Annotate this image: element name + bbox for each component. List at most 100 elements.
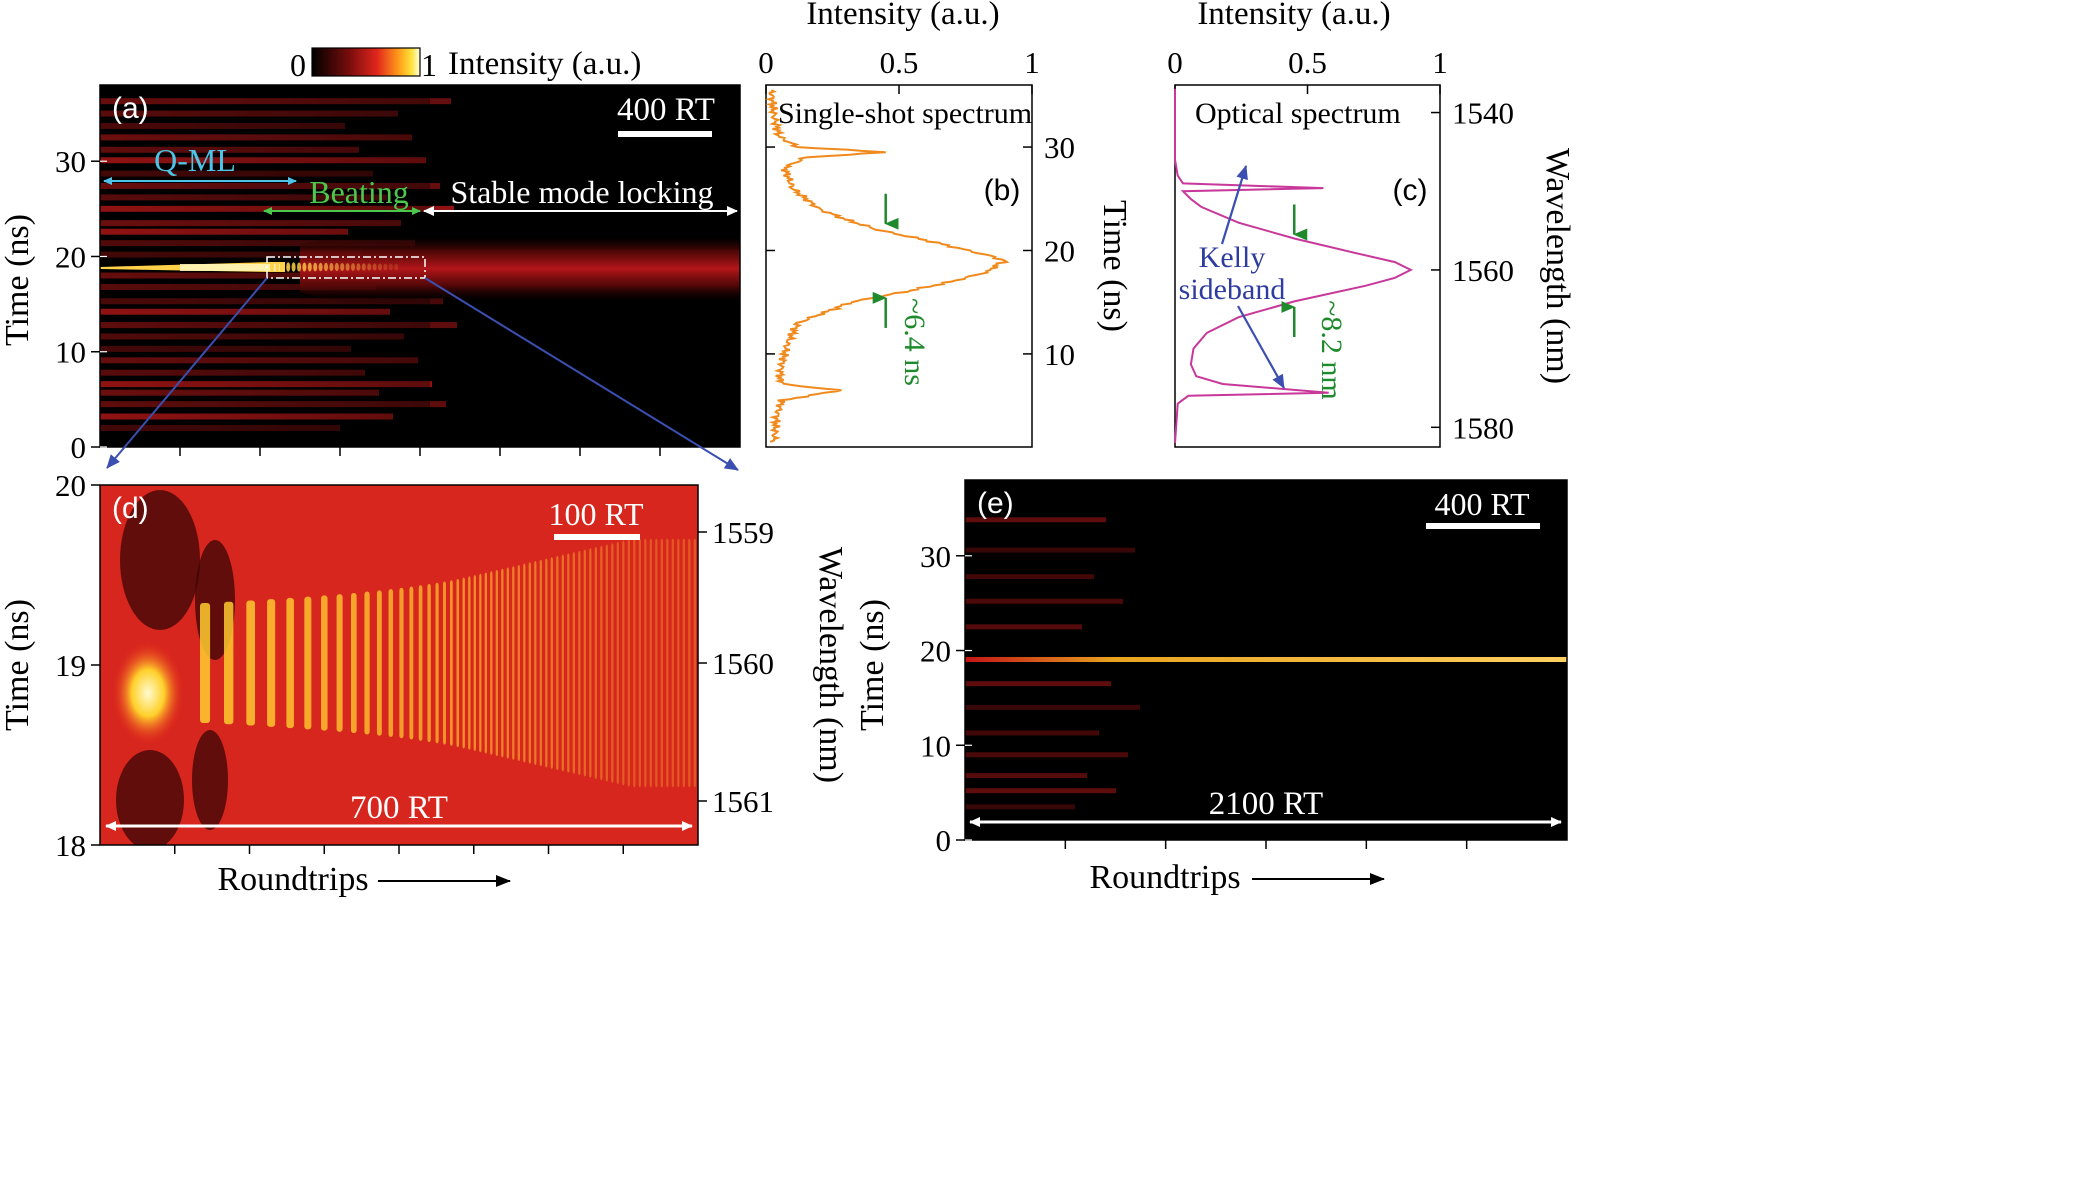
panel-c-xtick-label: 0 [1167, 45, 1183, 80]
panel-d-fringe [364, 591, 370, 735]
panel-d-fringe [638, 538, 641, 788]
panel-d-fringe [550, 557, 553, 769]
panel-b-plot-area [765, 84, 1033, 448]
panel-c-ytick-label: 1580 [1452, 410, 1514, 445]
panel-e-heatmap [965, 517, 1567, 810]
colorbar: 0 1 Intensity (a.u.) [290, 46, 641, 83]
panel-d-fringe [427, 583, 431, 743]
panel-d-fringe [578, 550, 581, 776]
panel-d-dark-lobe [120, 490, 200, 630]
panel-d-y-axis: 18 19 20 [55, 468, 100, 863]
panel-e-scalebar [1426, 523, 1540, 529]
panel-d-fringe [556, 555, 559, 771]
panel-d-scalebar [554, 534, 640, 540]
panel-d-fringe [644, 538, 647, 788]
panel-c-ylabel: Wavelength (nm) [1539, 148, 1576, 384]
zoom-line-right [424, 277, 739, 471]
panel-e-stripe [965, 681, 1111, 687]
panel-d-label: (d) [112, 492, 149, 525]
panel-e-stripe [965, 704, 1140, 710]
panel-d-scalebar-label: 100 RT [549, 496, 644, 532]
panel-d-fringe [304, 596, 312, 730]
colorbar-gradient [311, 47, 421, 77]
panel-d-fringe [666, 538, 669, 788]
panel-d-right-label: Wavelength (nm) [812, 547, 849, 783]
panel-b-ytick-label: 30 [1044, 130, 1075, 165]
panel-a-beating-label: Beating [309, 174, 409, 210]
panel-d-fringe [539, 559, 542, 767]
panel-a-fringe [334, 262, 339, 272]
panel-a-fringe [275, 262, 280, 272]
panel-d-fringe [600, 545, 603, 781]
panel-d-fringe [490, 571, 493, 755]
panel-d-span-label: 700 RT [350, 790, 448, 826]
panel-d-fringe [246, 600, 256, 726]
panel-d-fringe [495, 569, 498, 757]
panel-a-fringe [270, 262, 274, 272]
panel-e-ytick-label: 10 [920, 728, 951, 763]
panel-d-ytick-label: 20 [55, 468, 86, 503]
panel-e-label: (e) [977, 487, 1014, 520]
panel-a-fringe [302, 262, 307, 272]
panel-b-right-axis: 10 20 30 [766, 130, 1075, 372]
panel-e-ylabel: Time (ns) [854, 599, 891, 731]
panel-c-xlabel: Intensity (a.u.) [1197, 0, 1390, 32]
panel-d-fringe [649, 538, 652, 788]
panel-d-fringe [418, 585, 423, 741]
panel-b-label: (b) [984, 174, 1021, 207]
panel-a-ytick-label: 0 [71, 430, 87, 465]
panel-d-fringe [589, 548, 592, 778]
panel-d-fringe [479, 573, 482, 753]
panel-a-ytick-label: 10 [55, 335, 86, 370]
panel-d-fringe [501, 568, 504, 758]
panel-d-dark-lobe [192, 730, 228, 830]
panel-c-sideband-label-1: Kelly [1199, 241, 1266, 274]
panel-d-fringe [594, 547, 597, 779]
panel-d-fringe [633, 538, 636, 788]
panel-d-fringe [622, 540, 625, 786]
panel-b-spectrum-line [764, 89, 1010, 443]
panel-a-qml-label: Q-ML [154, 142, 236, 178]
panel-d-fringe [534, 561, 537, 765]
panel-d-fringe [435, 582, 439, 744]
panel-a-fringe [307, 262, 312, 272]
panel-d-fringe [267, 599, 276, 727]
panel-a-fringe [378, 263, 382, 271]
panel-e: 0 10 20 30 Time (ns) (e) 400 RT 2100 RT Rou… [854, 479, 1568, 896]
panel-a-fringe [345, 263, 350, 271]
panel-e-stripe [965, 752, 1128, 758]
panel-d-fringe [473, 575, 476, 751]
panel-e-pulse-trace [965, 657, 1567, 662]
panel-d-ytick-label: 18 [55, 828, 86, 863]
panel-c-ytick-label: 1540 [1452, 96, 1514, 131]
panel-e-span-label: 2100 RT [1209, 786, 1323, 822]
panel-d-fringe [682, 538, 685, 788]
panel-d-fringe [376, 590, 382, 736]
panel-d-fringe [336, 594, 343, 732]
panel-c-label: (c) [1393, 174, 1428, 207]
panel-a-fringe [356, 263, 361, 271]
panel-a-ytick-label: 30 [55, 144, 86, 179]
panel-c-annotation: ~8.2 nm [1315, 300, 1348, 400]
panel-c-ytick-label: 1560 [1452, 253, 1514, 288]
panel-d-fringe [655, 538, 658, 788]
panel-b-xlabel: Intensity (a.u.) [806, 0, 999, 32]
panel-d-fringe [351, 592, 357, 734]
panel-e-stripe [965, 624, 1082, 630]
panel-a-ytick-label: 20 [55, 239, 86, 274]
panel-d-fringe [517, 564, 520, 762]
panel-d-fringe [321, 595, 328, 731]
panel-b-top-axis: 0 0.5 1 [758, 45, 1040, 94]
panel-d-fringe [660, 538, 663, 788]
panel-a-fringe [367, 263, 372, 271]
panel-d-right-axis: 1559 1560 1561 [698, 515, 774, 819]
panel-d-x-axis [174, 845, 624, 854]
colorbar-label: Intensity (a.u.) [448, 46, 641, 82]
panel-d-fringe [286, 597, 294, 729]
panel-a-fringe [286, 262, 291, 272]
panel-d-bright-lobe [112, 641, 184, 745]
panel-c-spectrum-line [1174, 88, 1414, 444]
panel-b-ytick-label: 20 [1044, 233, 1075, 268]
panel-b-ylabel: Time (ns) [1096, 200, 1133, 332]
panel-d-fringe [677, 538, 680, 788]
